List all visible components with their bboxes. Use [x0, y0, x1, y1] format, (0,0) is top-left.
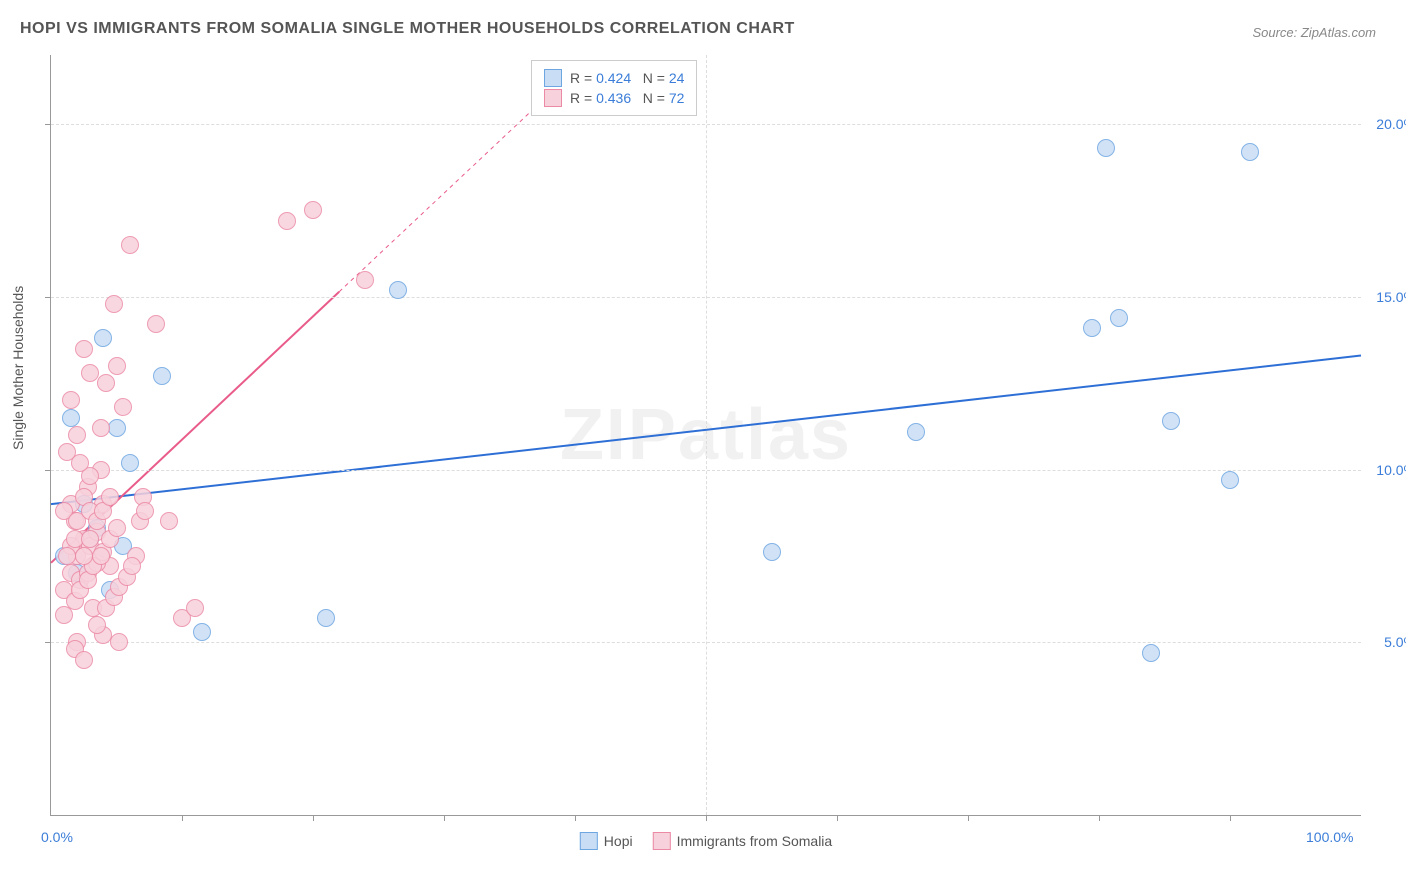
scatter-point [389, 281, 407, 299]
legend-swatch [580, 832, 598, 850]
y-tick-label: 5.0% [1384, 634, 1406, 650]
scatter-point [1110, 309, 1128, 327]
scatter-point [108, 357, 126, 375]
x-tick-mark [313, 815, 314, 821]
scatter-point [136, 502, 154, 520]
x-tick-mark [968, 815, 969, 821]
scatter-point [62, 391, 80, 409]
y-tick-label: 15.0% [1376, 289, 1406, 305]
scatter-point [193, 623, 211, 641]
scatter-point [1142, 644, 1160, 662]
scatter-point [88, 616, 106, 634]
chart-title: HOPI VS IMMIGRANTS FROM SOMALIA SINGLE M… [20, 20, 795, 38]
source-label: Source: ZipAtlas.com [1252, 25, 1376, 40]
scatter-point [121, 236, 139, 254]
scatter-point [186, 599, 204, 617]
scatter-point [907, 423, 925, 441]
scatter-point [75, 651, 93, 669]
scatter-point [92, 547, 110, 565]
scatter-point [763, 543, 781, 561]
legend-swatch [544, 89, 562, 107]
y-axis-label: Single Mother Households [10, 286, 26, 450]
x-tick-mark [706, 815, 707, 821]
y-tick-mark [45, 642, 51, 643]
scatter-point [304, 201, 322, 219]
legend-swatch [653, 832, 671, 850]
scatter-point [81, 530, 99, 548]
scatter-point [97, 374, 115, 392]
gridline-vertical [706, 55, 707, 815]
x-tick-mark [575, 815, 576, 821]
correlation-legend: R = 0.424 N = 24 R = 0.436 N = 72 [531, 60, 697, 116]
x-tick-mark [1099, 815, 1100, 821]
scatter-point [317, 609, 335, 627]
scatter-point [1097, 139, 1115, 157]
bottom-legend-item: Immigrants from Somalia [653, 832, 833, 850]
legend-swatch [544, 69, 562, 87]
scatter-point [58, 547, 76, 565]
scatter-point [278, 212, 296, 230]
chart-container: HOPI VS IMMIGRANTS FROM SOMALIA SINGLE M… [0, 0, 1406, 892]
scatter-point [356, 271, 374, 289]
legend-row: R = 0.436 N = 72 [544, 89, 684, 107]
x-tick-mark [837, 815, 838, 821]
plot-area: ZIPatlas R = 0.424 N = 24R = 0.436 N = 7… [50, 55, 1361, 816]
scatter-point [1162, 412, 1180, 430]
scatter-point [123, 557, 141, 575]
series-legend: Hopi Immigrants from Somalia [580, 832, 832, 850]
legend-text: R = 0.436 N = 72 [570, 90, 684, 106]
legend-text: R = 0.424 N = 24 [570, 70, 684, 86]
scatter-point [1241, 143, 1259, 161]
legend-row: R = 0.424 N = 24 [544, 69, 684, 87]
scatter-point [1221, 471, 1239, 489]
scatter-point [92, 419, 110, 437]
x-tick-label: 100.0% [1306, 829, 1353, 845]
scatter-point [1083, 319, 1101, 337]
y-tick-mark [45, 297, 51, 298]
x-tick-mark [444, 815, 445, 821]
legend-label: Hopi [604, 833, 633, 849]
x-tick-mark [1230, 815, 1231, 821]
scatter-point [105, 295, 123, 313]
scatter-point [75, 547, 93, 565]
scatter-point [94, 329, 112, 347]
scatter-point [114, 398, 132, 416]
scatter-point [153, 367, 171, 385]
x-tick-mark [182, 815, 183, 821]
scatter-point [101, 488, 119, 506]
scatter-point [75, 340, 93, 358]
scatter-point [62, 409, 80, 427]
x-tick-label: 0.0% [41, 829, 73, 845]
scatter-point [147, 315, 165, 333]
scatter-point [108, 519, 126, 537]
scatter-point [108, 419, 126, 437]
y-tick-label: 10.0% [1376, 462, 1406, 478]
scatter-point [121, 454, 139, 472]
scatter-point [110, 633, 128, 651]
y-tick-label: 20.0% [1376, 116, 1406, 132]
legend-label: Immigrants from Somalia [677, 833, 833, 849]
scatter-point [71, 454, 89, 472]
scatter-point [160, 512, 178, 530]
scatter-point [68, 426, 86, 444]
scatter-point [81, 364, 99, 382]
y-tick-mark [45, 470, 51, 471]
y-tick-mark [45, 124, 51, 125]
bottom-legend-item: Hopi [580, 832, 633, 850]
